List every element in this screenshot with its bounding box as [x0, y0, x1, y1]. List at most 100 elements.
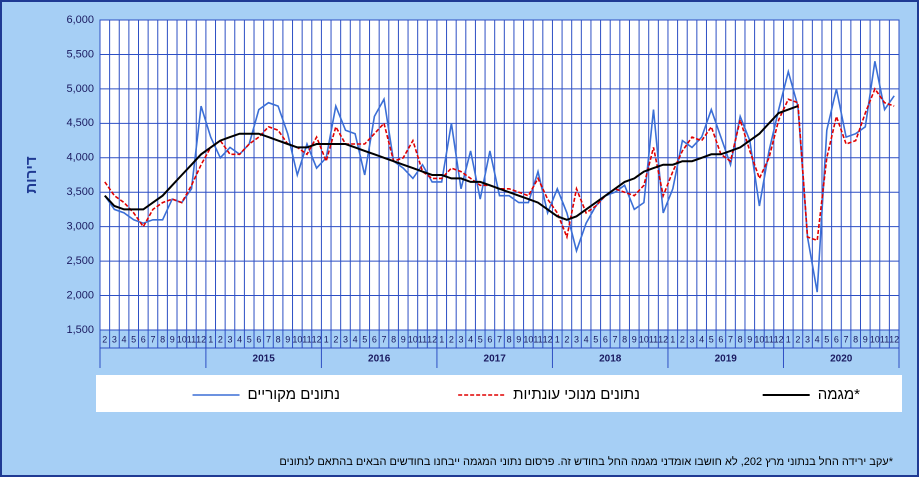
x-tick-label: 1 — [670, 334, 675, 344]
x-tick-label: 11 — [880, 334, 889, 344]
series-line — [104, 87, 895, 242]
x-tick-label: 3 — [805, 334, 810, 344]
x-tick-label: 3 — [227, 334, 232, 344]
x-tick-label: 6 — [487, 334, 492, 344]
x-tick-label: 10 — [292, 334, 302, 344]
x-tick-label: 2 — [564, 334, 569, 344]
y-axis-label: דירות — [23, 156, 40, 193]
x-tick-label: 4 — [122, 334, 127, 344]
x-tick-label: 1 — [786, 334, 791, 344]
x-tick-label: 4 — [699, 334, 704, 344]
x-tick-label: 8 — [391, 334, 396, 344]
x-tick-label: 10 — [523, 334, 533, 344]
year-label: 2015 — [253, 354, 276, 365]
x-tick-label: 9 — [632, 334, 637, 344]
x-tick-label: 12 — [658, 334, 668, 344]
x-tick-label: 11 — [764, 334, 773, 344]
x-tick-label: 4 — [468, 334, 473, 344]
y-tick-label: 2,000 — [66, 289, 94, 301]
x-tick-label: 7 — [381, 334, 386, 344]
x-tick-label: 3 — [690, 334, 695, 344]
x-tick-label: 5 — [362, 334, 367, 344]
x-tick-label: 5 — [824, 334, 829, 344]
year-label: 2017 — [484, 354, 507, 365]
x-tick-label: 6 — [603, 334, 608, 344]
x-tick-label: 2 — [795, 334, 800, 344]
x-tick-label: 10 — [177, 334, 187, 344]
year-label: 2018 — [599, 354, 622, 365]
x-tick-label: 12 — [889, 334, 899, 344]
x-tick-label: 10 — [870, 334, 880, 344]
x-tick-label: 4 — [584, 334, 589, 344]
y-tick-label: 5,000 — [66, 83, 94, 95]
x-tick-label: 9 — [863, 334, 868, 344]
x-tick-label: 10 — [754, 334, 764, 344]
x-tick-label: 11 — [649, 334, 658, 344]
y-tick-label: 4,500 — [66, 117, 94, 129]
x-tick-label: 4 — [815, 334, 820, 344]
x-tick-label: 3 — [343, 334, 348, 344]
x-tick-label: 6 — [834, 334, 839, 344]
x-tick-label: 6 — [718, 334, 723, 344]
plot-border — [99, 19, 900, 331]
x-tick-label: 10 — [408, 334, 418, 344]
x-tick-label: 8 — [160, 334, 165, 344]
x-tick-label: 9 — [516, 334, 521, 344]
x-tick-label: 2 — [333, 334, 338, 344]
x-tick-label: 8 — [276, 334, 281, 344]
y-tick-label: 6,000 — [66, 14, 94, 26]
x-tick-label: 11 — [302, 334, 311, 344]
year-label: 2020 — [830, 354, 853, 365]
x-tick-label: 7 — [150, 334, 155, 344]
plot-area — [100, 20, 899, 330]
x-tick-label: 1 — [555, 334, 560, 344]
x-tick-label: 2 — [449, 334, 454, 344]
y-tick-label: 2,500 — [66, 255, 94, 267]
year-label: 2019 — [715, 354, 738, 365]
series-line — [104, 61, 895, 293]
year-label: 2016 — [368, 354, 391, 365]
x-tick-label: 12 — [312, 334, 322, 344]
y-tick-label: 3,500 — [66, 186, 94, 198]
legend-box — [96, 375, 902, 412]
x-tick-label: 5 — [131, 334, 136, 344]
x-tick-label: 7 — [844, 334, 849, 344]
x-tick-label: 3 — [112, 334, 117, 344]
x-tick-label: 9 — [401, 334, 406, 344]
x-tick-label: 3 — [574, 334, 579, 344]
x-tick-label: 4 — [237, 334, 242, 344]
legend-label: מגמה* — [818, 386, 860, 403]
legend-label: נתונים מקוריים — [248, 386, 340, 403]
legend-label: נתונים מנוכי עונתיות — [513, 386, 640, 403]
x-tick-label: 6 — [372, 334, 377, 344]
y-tick-label: 3,000 — [66, 221, 94, 233]
x-tick-label: 2 — [680, 334, 685, 344]
x-tick-label: 11 — [533, 334, 542, 344]
x-tick-label: 8 — [507, 334, 512, 344]
x-tick-label: 7 — [497, 334, 502, 344]
x-tick-label: 5 — [247, 334, 252, 344]
x-tick-label: 7 — [728, 334, 733, 344]
series-line — [104, 105, 799, 221]
x-tick-label: 1 — [324, 334, 329, 344]
x-tick-label: 8 — [738, 334, 743, 344]
x-tick-label: 6 — [256, 334, 261, 344]
x-tick-label: 8 — [622, 334, 627, 344]
x-tick-label: 11 — [187, 334, 196, 344]
x-tick-label: 1 — [208, 334, 213, 344]
x-tick-label: 3 — [458, 334, 463, 344]
x-tick-label: 5 — [709, 334, 714, 344]
x-tick-label: 5 — [593, 334, 598, 344]
y-tick-label: 4,000 — [66, 152, 94, 164]
x-tick-label: 12 — [774, 334, 784, 344]
x-tick-label: 10 — [639, 334, 649, 344]
y-tick-label: 5,500 — [66, 48, 94, 60]
x-tick-label: 9 — [285, 334, 290, 344]
x-tick-label: 2 — [218, 334, 223, 344]
x-tick-label: 7 — [266, 334, 271, 344]
x-tick-label: 12 — [196, 334, 206, 344]
x-tick-label: 2 — [102, 334, 107, 344]
x-tick-label: 9 — [170, 334, 175, 344]
